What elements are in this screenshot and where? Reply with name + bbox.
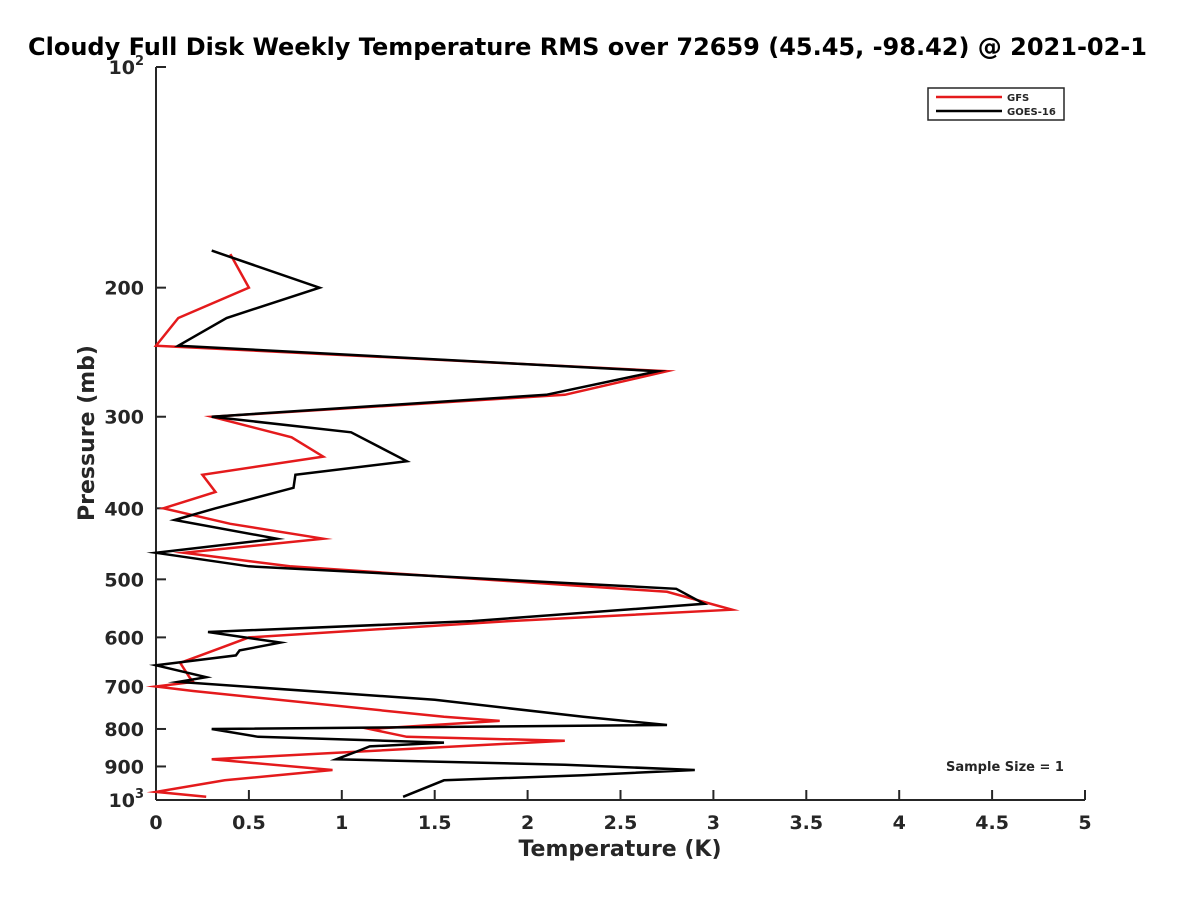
- y-tick-label-major: 103: [109, 787, 145, 812]
- series-line-gfs: [145, 253, 740, 799]
- y-tick-label: 300: [104, 407, 144, 429]
- y-tick-label: 200: [104, 278, 144, 300]
- x-tick-label: 1: [335, 812, 348, 834]
- x-tick-label: 2: [521, 812, 534, 834]
- legend-label-goes16: GOES-16: [1007, 107, 1056, 118]
- x-tick-label: 3.5: [789, 812, 823, 834]
- x-ticks: 0 0.5 1 1.5 2 2.5 3 3.5 4 4.5 5: [149, 790, 1092, 834]
- x-tick-label: 1.5: [418, 812, 452, 834]
- x-axis-label: Temperature (K): [518, 837, 721, 862]
- legend-box: [927, 87, 1065, 121]
- y-tick-label: 400: [104, 498, 144, 520]
- legend-label-gfs: GFS: [1007, 93, 1029, 104]
- x-tick-label: 4.5: [975, 812, 1009, 834]
- y-tick-label-major: 102: [109, 54, 145, 79]
- x-tick-label: 4: [893, 812, 906, 834]
- sample-size-annotation: Sample Size = 1: [946, 760, 1064, 775]
- x-tick-label: 0: [149, 812, 162, 834]
- chart-title: Cloudy Full Disk Weekly Temperature RMS …: [28, 33, 1147, 61]
- x-tick-label: 0.5: [232, 812, 266, 834]
- series-line-goes16: [146, 249, 709, 798]
- y-tick-exponent: 3: [135, 787, 144, 802]
- x-tick-label: 2.5: [604, 812, 638, 834]
- series-group: [145, 249, 740, 799]
- y-tick-label: 600: [104, 627, 144, 649]
- y-tick-label: 900: [104, 756, 144, 778]
- x-tick-label: 3: [707, 812, 720, 834]
- y-tick-label: 700: [104, 676, 144, 698]
- y-tick-exponent: 2: [135, 54, 144, 69]
- y-tick-label: 800: [104, 719, 144, 741]
- x-tick-label: 5: [1078, 812, 1091, 834]
- y-axis-label: Pressure (mb): [75, 345, 100, 521]
- legend: GFS GOES-16: [927, 87, 1065, 121]
- y-tick-label: 500: [104, 569, 144, 591]
